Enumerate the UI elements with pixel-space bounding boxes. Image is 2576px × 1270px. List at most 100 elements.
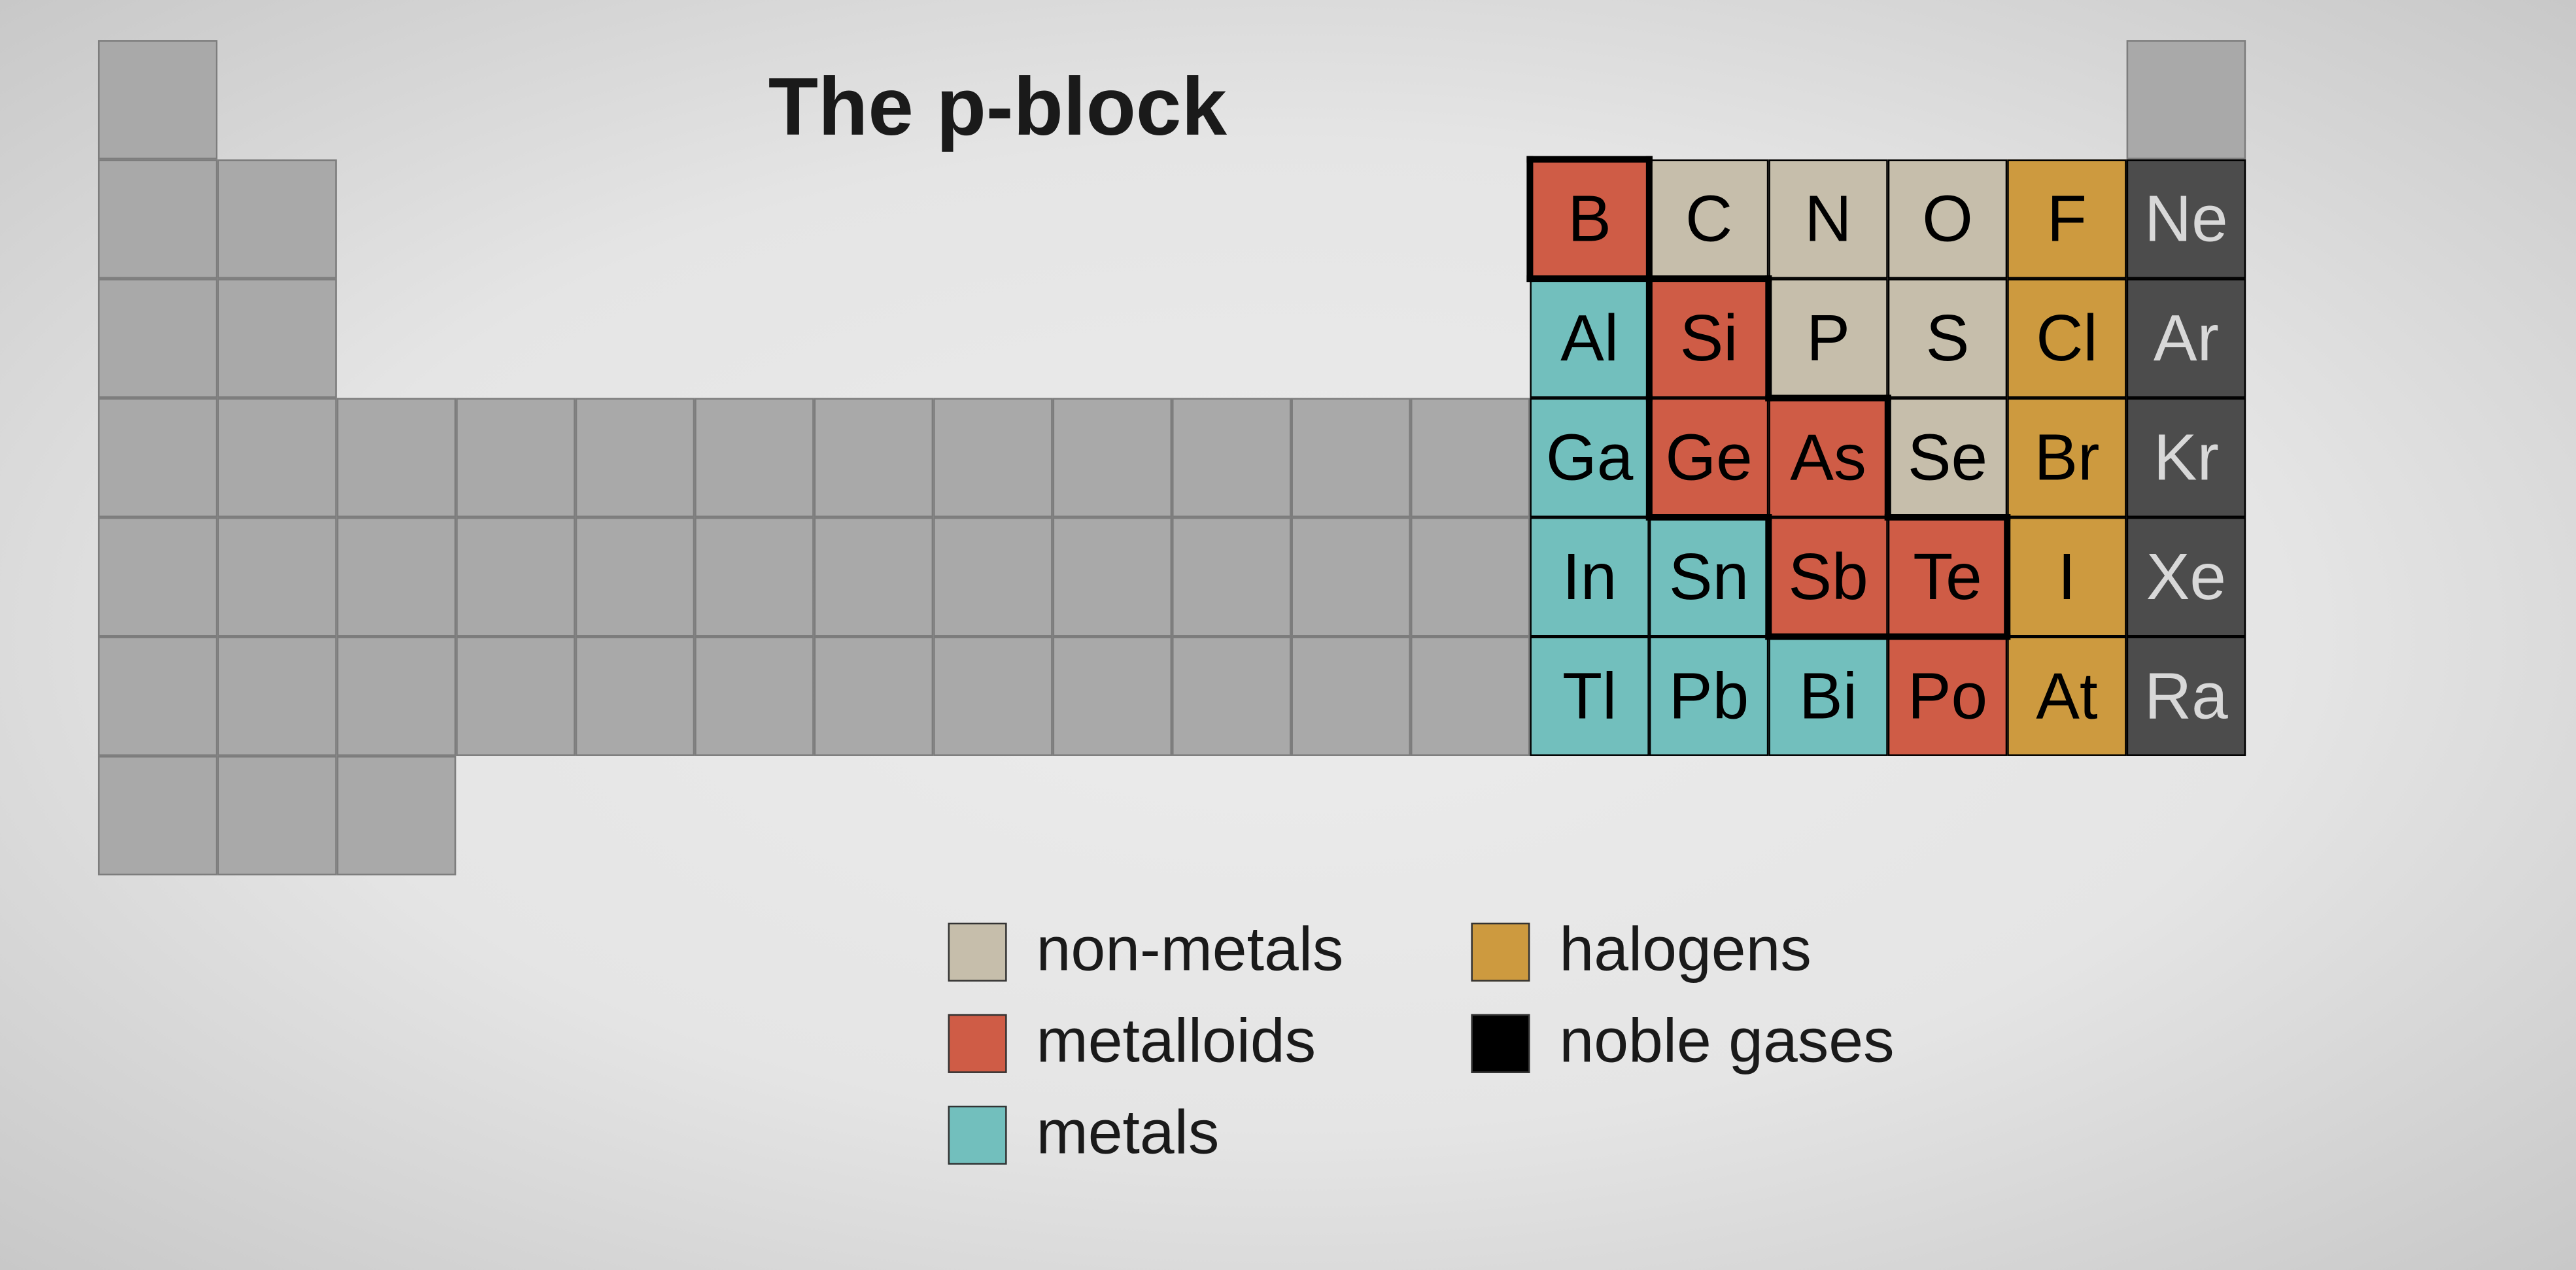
element-cell-br: Br	[2007, 398, 2126, 517]
element-symbol: P	[1806, 305, 1850, 371]
element-cell-c: C	[1649, 160, 1768, 279]
inactive-cell	[1411, 636, 1530, 755]
inactive-cell	[217, 636, 336, 755]
element-symbol: Sb	[1788, 544, 1868, 609]
inactive-cell	[98, 160, 217, 279]
inactive-cell	[1172, 398, 1291, 517]
element-cell-as: As	[1768, 398, 1887, 517]
inactive-cell	[695, 398, 814, 517]
element-symbol: Se	[1908, 425, 1987, 490]
inactive-cell	[1172, 517, 1291, 636]
legend-label: halogens	[1559, 916, 1812, 986]
inactive-cell	[1411, 517, 1530, 636]
element-cell-po: Po	[1888, 636, 2007, 755]
inactive-cell	[337, 636, 456, 755]
inactive-cell	[98, 398, 217, 517]
legend-label: metals	[1037, 1099, 1220, 1169]
legend-label: noble gases	[1559, 1008, 1894, 1078]
inactive-cell	[337, 517, 456, 636]
legend-item-noble_legend: noble gases	[1471, 1008, 1894, 1078]
element-symbol: I	[2058, 544, 2076, 609]
inactive-cell	[814, 398, 933, 517]
element-symbol: Si	[1680, 305, 1738, 371]
inactive-cell	[456, 636, 575, 755]
legend-swatch	[948, 1105, 1007, 1164]
element-symbol: Kr	[2154, 425, 2219, 490]
inactive-cell	[217, 398, 336, 517]
inactive-cell	[337, 756, 456, 875]
element-cell-ra: Ra	[2127, 636, 2246, 755]
inactive-cell	[933, 398, 1052, 517]
inactive-cell	[933, 517, 1052, 636]
legend-swatch	[1471, 922, 1530, 981]
legend-label: non-metals	[1037, 916, 1344, 986]
inactive-cell	[1053, 517, 1172, 636]
element-symbol: Te	[1913, 544, 1982, 609]
element-symbol: In	[1562, 544, 1617, 609]
element-cell-si: Si	[1649, 279, 1768, 398]
element-symbol: B	[1568, 186, 1611, 252]
element-cell-o: O	[1888, 160, 2007, 279]
inactive-cell	[814, 517, 933, 636]
inactive-cell	[933, 636, 1052, 755]
inactive-cell	[456, 517, 575, 636]
legend-label: metalloids	[1037, 1008, 1316, 1078]
element-symbol: Ga	[1546, 425, 1633, 490]
inactive-cell	[337, 398, 456, 517]
inactive-cell	[575, 636, 695, 755]
element-cell-ne: Ne	[2127, 160, 2246, 279]
element-cell-xe: Xe	[2127, 517, 2246, 636]
element-symbol: At	[2036, 664, 2097, 729]
element-symbol: Pb	[1669, 664, 1749, 729]
element-cell-at: At	[2007, 636, 2126, 755]
element-symbol: Sn	[1669, 544, 1749, 609]
inactive-cell	[98, 40, 217, 159]
inactive-cell	[456, 398, 575, 517]
legend-swatch	[948, 922, 1007, 981]
element-cell-b: B	[1530, 160, 1649, 279]
inactive-cell	[1411, 398, 1530, 517]
element-symbol: Xe	[2146, 544, 2226, 609]
page-title: The p-block	[768, 60, 1227, 154]
legend-swatch	[1471, 1014, 1530, 1073]
element-cell-se: Se	[1888, 398, 2007, 517]
inactive-cell	[1291, 636, 1410, 755]
element-cell-f: F	[2007, 160, 2126, 279]
element-cell-sb: Sb	[1768, 517, 1887, 636]
inactive-cell	[98, 636, 217, 755]
inactive-cell	[217, 756, 336, 875]
element-cell-al: Al	[1530, 279, 1649, 398]
element-cell-cl: Cl	[2007, 279, 2126, 398]
element-symbol: Po	[1908, 664, 1987, 729]
inactive-cell	[217, 279, 336, 398]
element-cell-ga: Ga	[1530, 398, 1649, 517]
element-symbol: C	[1685, 186, 1732, 252]
legend-item-nonmetal: non-metals	[948, 916, 1344, 986]
legend-swatch	[948, 1014, 1007, 1073]
element-symbol: S	[1926, 305, 1970, 371]
diagram-stage: The p-block BCNOFNeAlSiPSClArGaGeAsSeBrK…	[0, 1, 2576, 1269]
element-symbol: O	[1922, 186, 1973, 252]
element-symbol: F	[2047, 186, 2087, 252]
inactive-cell	[1172, 636, 1291, 755]
inactive-cell	[575, 398, 695, 517]
inactive-cell	[98, 517, 217, 636]
element-symbol: Bi	[1799, 664, 1857, 729]
inactive-cell	[217, 517, 336, 636]
element-symbol: Ne	[2144, 186, 2228, 252]
element-symbol: Ra	[2144, 664, 2228, 729]
inactive-cell	[2127, 40, 2246, 159]
inactive-cell	[814, 636, 933, 755]
inactive-cell	[695, 517, 814, 636]
inactive-cell	[217, 160, 336, 279]
element-symbol: Tl	[1562, 664, 1617, 729]
element-cell-s: S	[1888, 279, 2007, 398]
element-symbol: Br	[2034, 425, 2099, 490]
element-cell-p: P	[1768, 279, 1887, 398]
element-cell-in: In	[1530, 517, 1649, 636]
inactive-cell	[1053, 398, 1172, 517]
legend-item-metal: metals	[948, 1099, 1220, 1169]
element-cell-ge: Ge	[1649, 398, 1768, 517]
inactive-cell	[695, 636, 814, 755]
element-cell-sn: Sn	[1649, 517, 1768, 636]
